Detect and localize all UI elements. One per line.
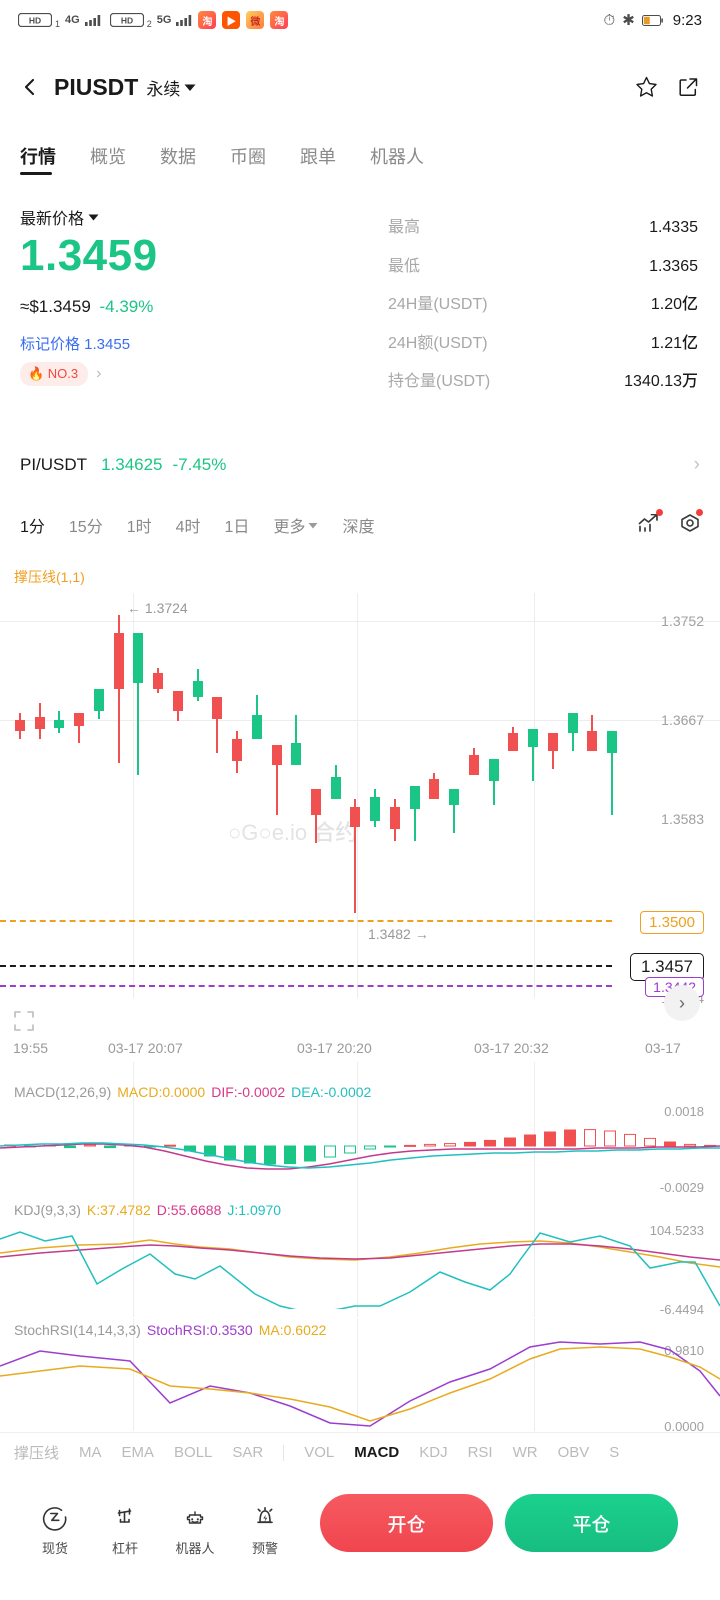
svg-text:HD: HD: [121, 16, 133, 26]
svg-text:HD: HD: [29, 16, 41, 26]
